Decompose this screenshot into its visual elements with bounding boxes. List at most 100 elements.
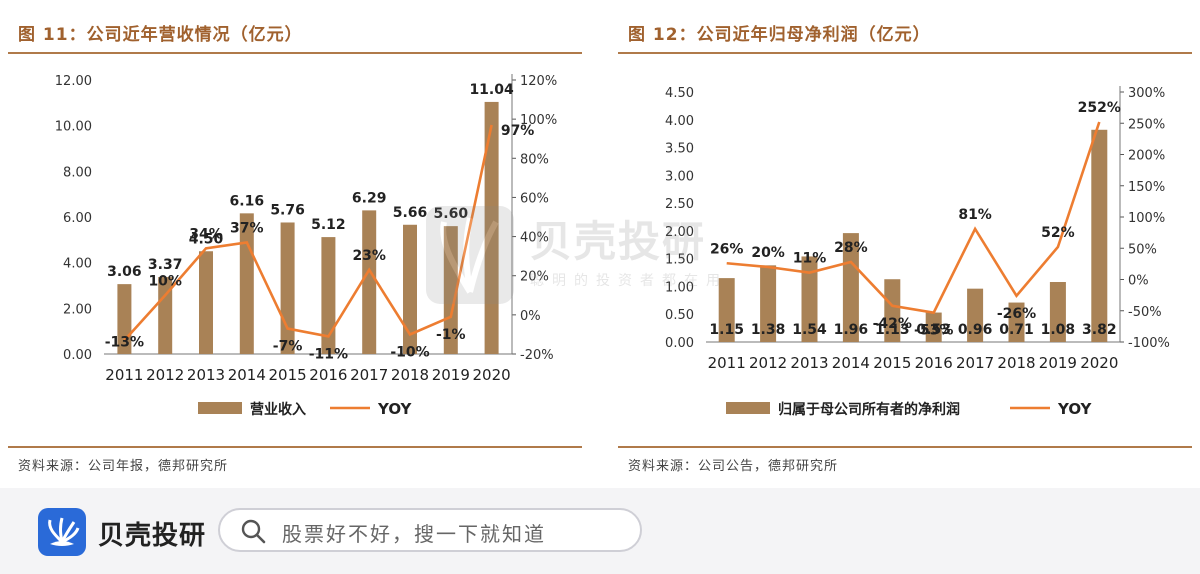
- bar: [321, 237, 336, 354]
- bar-data-label: 5.60: [434, 206, 469, 222]
- bar: [760, 265, 777, 342]
- y-left-tick-label: 12.00: [55, 74, 92, 89]
- yoy-line: [123, 124, 493, 342]
- y-right-tick-label: 60%: [520, 191, 549, 206]
- yoy-data-label: 37%: [230, 220, 264, 236]
- y-left-tick-label: 1.50: [665, 253, 694, 268]
- figure-title: 图 11：公司近年营收情况（亿元）: [18, 25, 303, 45]
- yoy-data-label: 81%: [958, 207, 992, 223]
- yoy-data-label: -42%: [873, 316, 912, 332]
- bar-data-label: 1.15: [709, 322, 744, 338]
- search-icon[interactable]: [240, 518, 266, 544]
- x-tick-label: 2012: [749, 354, 787, 372]
- legend-line-label: YOY: [1057, 400, 1093, 418]
- y-right-tick-label: 200%: [1128, 149, 1165, 164]
- legend-bar-swatch: [198, 402, 242, 414]
- bar-data-label: 4.50: [189, 231, 224, 247]
- watermark-tagline: 聪明的投资者都在用: [530, 273, 728, 289]
- y-right-tick-label: -50%: [1128, 305, 1162, 320]
- x-tick-label: 2016: [309, 366, 347, 384]
- search-box[interactable]: 股票好不好，搜一下就知道: [218, 508, 642, 552]
- yoy-data-label: -26%: [997, 306, 1036, 322]
- yoy-data-label: 20%: [751, 245, 785, 261]
- revenue-figure-panel: 图 11：公司近年营收情况（亿元） 0.00 2.00 4.00 6.00 8.00 10…: [0, 0, 590, 480]
- yoy-data-label: 97%: [501, 123, 535, 139]
- yoy-line: [726, 121, 1101, 315]
- x-tick-label: 2019: [432, 366, 470, 384]
- bar-data-label: 11.04: [469, 82, 514, 98]
- y-left-tick-label: 2.50: [665, 197, 694, 212]
- y-right-tick-label: 40%: [520, 231, 549, 246]
- x-tick-label: 2015: [269, 366, 307, 384]
- bar: [884, 279, 901, 342]
- yoy-data-label: 28%: [834, 240, 868, 256]
- yoy-data-label: 10%: [148, 273, 182, 289]
- yoy-data-label: -1%: [436, 327, 466, 343]
- y-right-tick-label: -20%: [520, 348, 554, 363]
- watermark: 贝壳投研 聪明的投资者都在用: [420, 200, 780, 330]
- x-tick-label: 2020: [1080, 354, 1118, 372]
- bar-data-label: 0.71: [999, 322, 1034, 338]
- title-rule: [8, 52, 582, 54]
- x-tick-label: 2013: [187, 366, 225, 384]
- bar-data-label: 1.08: [1041, 322, 1076, 338]
- yoy-data-label: -13%: [105, 334, 144, 350]
- shell-logo-icon[interactable]: [38, 508, 86, 556]
- y-right-tick-label: -100%: [1128, 336, 1170, 351]
- y-left-tick-label: 2.00: [665, 225, 694, 240]
- x-tick-label: 2020: [473, 366, 511, 384]
- y-left-tick-label: 2.00: [63, 302, 92, 317]
- bar-data-label: 1.54: [792, 322, 827, 338]
- bar-data-label: 1.13: [875, 322, 910, 338]
- watermark-logo-icon: [426, 206, 514, 304]
- bar-data-label: 1.38: [751, 322, 786, 338]
- y-right-tick-label: 100%: [1128, 211, 1165, 226]
- brand-name[interactable]: 贝壳投研: [98, 521, 207, 551]
- bar: [443, 226, 458, 354]
- source-note: 资料来源：公司公告，德邦研究所: [628, 459, 839, 474]
- yoy-data-label: 26%: [710, 241, 744, 257]
- x-tick-label: 2018: [997, 354, 1035, 372]
- bar: [718, 278, 735, 342]
- bar: [1008, 302, 1025, 342]
- bar-data-label: 0.96: [958, 322, 993, 338]
- y-right-tick-label: 80%: [520, 152, 549, 167]
- y-left-tick-label: 6.00: [63, 211, 92, 226]
- y-left-tick-label: 0.00: [665, 336, 694, 351]
- y-right-tick-label: 300%: [1128, 86, 1165, 101]
- yoy-data-label: 11%: [793, 251, 827, 267]
- x-tick-label: 2018: [391, 366, 429, 384]
- y-right-tick-label: 120%: [520, 74, 557, 89]
- x-tick-label: 2015: [873, 354, 911, 372]
- bar: [1091, 129, 1108, 342]
- title-rule: [618, 52, 1192, 54]
- legend-bar-label: 归属于母公司所有者的净利润: [778, 401, 960, 418]
- y-left-tick-label: 1.00: [665, 280, 694, 295]
- bar: [280, 222, 295, 354]
- yoy-data-label: -10%: [390, 344, 429, 360]
- y-right-tick-label: 20%: [520, 270, 549, 285]
- figure-title: 图 12：公司近年归母净利润（亿元）: [628, 25, 931, 45]
- y-left-tick-label: 3.50: [665, 142, 694, 157]
- y-left-tick-label: 8.00: [63, 165, 92, 180]
- x-tick-label: 2017: [956, 354, 994, 372]
- bar-data-label: 5.76: [270, 202, 305, 218]
- bar-data-label: 3.37: [148, 257, 183, 273]
- yoy-data-label: 23%: [352, 248, 386, 264]
- net-profit-figure-panel: 图 12：公司近年归母净利润（亿元） 0.00 0.50 1.00 1.50 2.00 2…: [610, 0, 1200, 480]
- bar-data-label: 6.16: [230, 193, 265, 209]
- search-input[interactable]: 股票好不好，搜一下就知道: [282, 522, 546, 546]
- yoy-data-label: -11%: [309, 346, 348, 362]
- y-right-tick-label: 250%: [1128, 117, 1165, 132]
- bar-data-label: 5.12: [311, 217, 346, 233]
- bar-data-label: 6.29: [352, 190, 387, 206]
- x-tick-label: 2013: [790, 354, 828, 372]
- y-right-tick-label: 150%: [1128, 180, 1165, 195]
- yoy-data-label: -53%: [914, 323, 953, 339]
- y-left-tick-label: 4.00: [63, 257, 92, 272]
- source-rule: [8, 446, 582, 448]
- y-left-tick-label: 0.50: [665, 308, 694, 323]
- bar-data-label: 0.53: [916, 322, 951, 338]
- bar: [158, 277, 173, 354]
- x-tick-label: 2011: [105, 366, 143, 384]
